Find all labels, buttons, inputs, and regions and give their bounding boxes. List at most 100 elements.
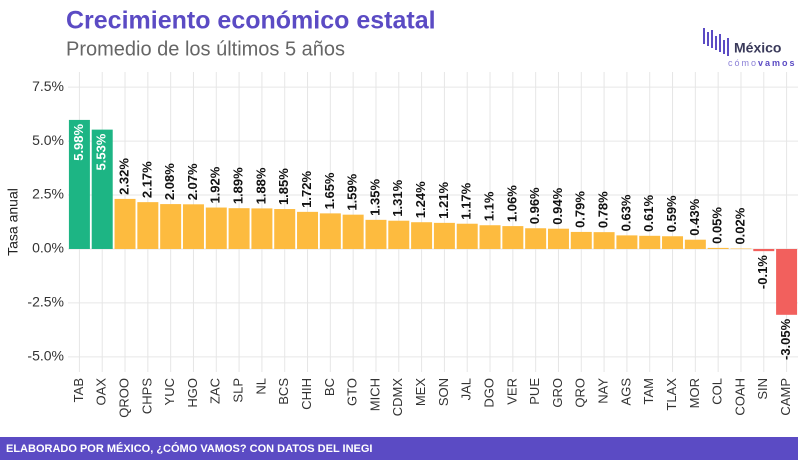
logo-tagline: cómovamos [728,58,797,68]
bar [137,202,159,249]
footer-text: ELABORADO POR MÉXICO, ¿CÓMO VAMOS? CON D… [6,442,372,455]
value-label: 5.98% [71,123,86,160]
value-label: 1.31% [390,179,405,216]
x-tick-label: SON [436,378,451,406]
value-label: 0.79% [573,191,588,228]
y-tick-label: -2.5% [27,294,64,310]
bar [433,222,455,249]
x-tick-label: VER [504,378,519,405]
value-label: 1.21% [436,182,451,219]
logo: México cómovamos [703,28,797,68]
value-label: 0.59% [664,195,679,232]
x-tick-label: SIN [755,378,770,400]
value-label: 1.89% [231,167,246,204]
value-label: 2.08% [162,163,177,200]
y-tick-label: 5.0% [32,132,64,148]
bar [319,213,341,249]
bar [753,248,775,252]
value-label: 2.07% [185,163,200,200]
bar [182,204,204,249]
x-tick-label: TLAX [664,378,679,411]
plot-area: -5.0% -2.5% 0.0% 2.5% 5.0% 7.5% 5.98% TAB 5.53% O… [27,72,798,418]
bar [502,226,524,249]
value-label: 0.61% [641,195,656,232]
x-tick-label: TAM [641,378,656,404]
x-tick-label: COL [710,378,725,405]
value-label: -3.05% [778,318,793,360]
bar [160,204,182,249]
value-label: -0.1% [755,255,770,289]
x-tick-label: NAY [596,378,611,404]
value-label: 1.17% [459,182,474,219]
value-label: 1.72% [299,171,314,208]
bar [684,239,706,249]
bar [662,236,684,249]
value-label: 0.02% [732,207,747,244]
bar [776,248,798,315]
x-tick-label: COAH [732,378,747,416]
x-tick-label: CAMP [778,378,793,416]
x-tick-label: TAB [71,378,86,402]
value-label: 0.96% [527,187,542,224]
bar [68,119,90,249]
x-tick-label: MOR [687,378,702,408]
bar [616,235,638,249]
x-tick-label: YUC [162,378,177,405]
bar [411,222,433,249]
value-label: 0.63% [618,194,633,231]
x-tick-label: QROO [116,378,131,418]
logo-name: México [734,40,781,56]
value-label: 1.24% [413,181,428,218]
logo-tagline-2: vamos [758,58,797,68]
x-tick-label: MEX [413,378,428,407]
value-label: 1.85% [276,168,291,205]
logo-tagline-1: cómo [728,58,758,68]
value-label: 1.59% [345,173,360,210]
bar [114,198,136,249]
y-tick-label: -5.0% [27,348,64,364]
chart-subtitle: Promedio de los últimos 5 años [66,38,345,60]
x-tick-label: BC [322,378,337,396]
x-tick-label: CHPS [139,378,154,414]
value-label: 0.78% [596,191,611,228]
x-tick-label: JAL [459,378,474,400]
bar [365,219,387,249]
bar [570,231,592,249]
x-tick-label: MICH [367,378,382,411]
x-tick-label: ZAC [208,378,223,404]
value-label: 5.53% [94,133,109,170]
bar [388,220,410,249]
y-tick-label: 2.5% [32,186,64,202]
value-label: 0.94% [550,187,565,224]
bar [639,235,661,249]
bar [228,208,250,249]
x-tick-label: GTO [345,378,360,406]
bar [707,247,729,249]
logo-icon [703,28,729,56]
chart-title: Crecimiento económico estatal [66,7,436,35]
value-label: 2.17% [139,161,154,198]
x-tick-label: NL [253,378,268,395]
x-tick-label: SLP [231,378,246,403]
bar [730,248,752,250]
value-label: 1.06% [504,185,519,222]
x-tick-label: HGO [185,378,200,408]
x-tick-label: GRO [550,378,565,408]
x-tick-label: DGO [481,378,496,408]
x-tick-label: PUE [527,378,542,405]
value-label: 0.43% [687,198,702,235]
x-tick-label: AGS [618,378,633,406]
y-tick-label: 0.0% [32,240,64,256]
value-label: 1.92% [208,166,223,203]
x-tick-label: CHIH [299,378,314,410]
bar [297,211,319,249]
bar [456,223,478,249]
value-label: 1.35% [367,179,382,216]
bar [547,228,569,249]
x-tick-label: CDMX [390,378,405,417]
y-tick-label: 7.5% [32,78,64,94]
value-label: 0.05% [710,207,725,244]
footer-bar [0,437,798,460]
y-axis-label: Tasa anual [5,188,21,256]
value-label: 1.88% [253,167,268,204]
